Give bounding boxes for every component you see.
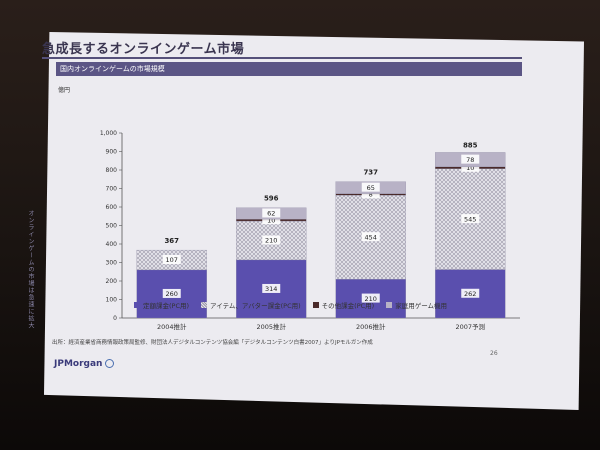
- data-label-box: [461, 288, 480, 298]
- logo-text: JPMorgan: [54, 359, 103, 369]
- y-tick-label: 900: [106, 149, 118, 156]
- data-label: 262: [464, 290, 476, 298]
- data-label-box: [361, 293, 380, 303]
- x-tick-label: 2007予測: [455, 322, 485, 331]
- company-logo: JPMorgan: [54, 359, 115, 369]
- y-tick-label: 100: [106, 297, 118, 304]
- total-label: 596: [264, 195, 279, 203]
- data-label-box: [162, 255, 181, 265]
- page-number: 26: [490, 350, 498, 357]
- legend-label: 家庭用ゲーム機用: [395, 302, 447, 310]
- slide-title: 急成長するオンラインゲーム市場: [42, 42, 245, 57]
- y-tick-label: 500: [106, 223, 118, 230]
- data-label: 210: [265, 237, 277, 245]
- chart-subtitle: 国内オンラインゲームの市場規模: [60, 65, 165, 73]
- data-label-box: [361, 232, 380, 242]
- data-label: 78: [466, 156, 474, 164]
- legend-swatch: [312, 302, 319, 308]
- legend-item: その他課金(PC用): [312, 300, 375, 310]
- chart-legend: 定額課金(PC用) アイテム、アバター課金(PC用) その他課金(PC用) 家庭用ゲー…: [134, 300, 447, 310]
- x-tick-label: 2006推計: [356, 322, 386, 331]
- legend-label: その他課金(PC用): [321, 302, 375, 310]
- data-label-box: [262, 208, 281, 218]
- legend-item: アイテム、アバター課金(PC用): [201, 300, 301, 310]
- data-label: 107: [166, 256, 178, 264]
- data-label-box: [361, 189, 380, 199]
- data-label-box: [461, 214, 480, 224]
- title-rule: [42, 57, 522, 59]
- data-label: 260: [166, 290, 178, 298]
- data-label: 314: [265, 285, 277, 293]
- source-note: 出所：経済産業省商務情報政策局監修、財団法人デジタルコンテンツ協会編「デジタルコ…: [52, 340, 373, 346]
- data-label: 8: [369, 191, 373, 199]
- data-label-box: [262, 283, 281, 293]
- legend-swatch: [201, 302, 208, 308]
- data-label-box: [162, 288, 181, 298]
- x-tick-label: 2004推計: [157, 322, 187, 331]
- legend-swatch: [386, 302, 393, 308]
- data-label-box: [461, 154, 480, 164]
- data-label-box: [262, 215, 281, 225]
- data-label: 10: [466, 164, 474, 172]
- y-tick-label: 800: [106, 167, 118, 174]
- subtitle-bar: [56, 62, 522, 76]
- total-label: 367: [164, 237, 179, 245]
- y-tick-label: 1,000: [100, 130, 117, 137]
- data-label-box: [262, 235, 281, 245]
- data-label: 545: [464, 215, 476, 223]
- legend-label: 定額課金(PC用): [143, 302, 190, 310]
- y-tick-label: 400: [106, 241, 118, 248]
- data-label: 62: [267, 210, 275, 218]
- data-label-box: [361, 182, 380, 192]
- legend-item: 家庭用ゲーム機用: [386, 300, 447, 310]
- legend-item: 定額課金(PC用): [134, 300, 189, 310]
- data-label-box: [461, 162, 480, 172]
- total-label: 737: [363, 169, 378, 177]
- y-tick-label: 200: [106, 278, 118, 285]
- data-label: 65: [367, 184, 375, 192]
- legend-swatch: [134, 302, 140, 308]
- y-tick-label: 700: [106, 186, 118, 193]
- y-axis-unit: 億円: [58, 87, 71, 94]
- legend-label: アイテム、アバター課金(PC用): [210, 302, 301, 310]
- data-label: 454: [365, 233, 377, 241]
- total-label: 885: [463, 141, 478, 149]
- x-tick-label: 2005推計: [256, 322, 286, 331]
- y-tick-label: 0: [113, 315, 117, 322]
- data-label: 210: [365, 295, 377, 303]
- data-label: 10: [267, 216, 275, 224]
- logo-mark-icon: [105, 359, 115, 368]
- y-tick-label: 300: [106, 260, 118, 267]
- y-tick-label: 600: [106, 204, 118, 211]
- side-note: オンラインゲームの市場は急速に拡大: [27, 210, 34, 329]
